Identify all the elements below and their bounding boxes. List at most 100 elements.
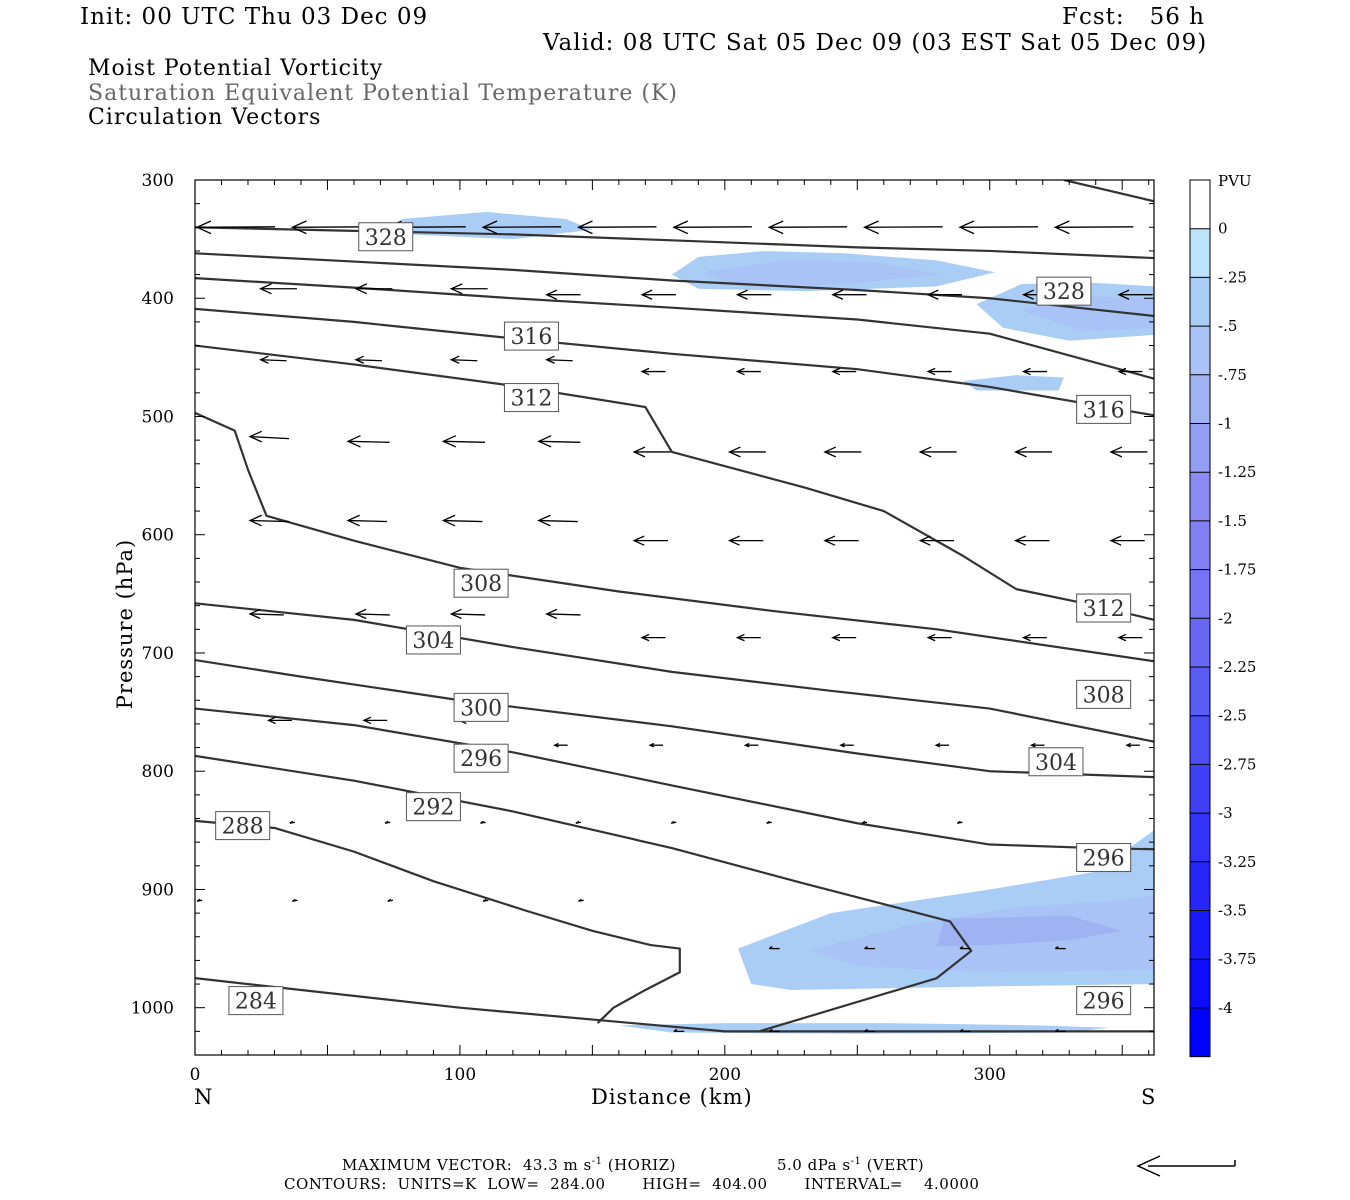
max-vector-vert: 5.0 dPa s-1 (VERT) [777, 1156, 925, 1174]
axes: 300 400 500 600 700 800 900 1000 0 100 200 300 [131, 171, 1154, 1085]
x-tick-label: 300 [974, 1065, 1006, 1085]
circulation-vector [926, 633, 952, 642]
colorbar-label: -1.75 [1218, 561, 1256, 579]
circulation-vector [196, 898, 203, 902]
colorbar-swatch [1190, 910, 1210, 960]
circulation-vector [354, 355, 382, 364]
colorbar-label: -2.25 [1218, 658, 1256, 676]
x-end-label-north: N [194, 1085, 214, 1109]
colorbar-label: -1.25 [1218, 463, 1256, 481]
colorbar-swatch [1190, 520, 1210, 571]
theta-contour-312 [195, 344, 1154, 621]
contour-label: 292 [405, 792, 461, 822]
y-tick-label: 700 [142, 644, 174, 664]
contour-label-text: 288 [222, 815, 264, 840]
circulation-vector [823, 446, 862, 458]
theta-contour-320 [195, 277, 1154, 380]
contour-info: CONTOURS: UNITS=K LOW= 284.00 HIGH= 404.… [284, 1175, 980, 1193]
circulation-vector [1014, 535, 1050, 546]
x-tick-label: 0 [190, 1065, 201, 1085]
contour-label-text: 304 [412, 629, 454, 654]
contour-label-text: 296 [1083, 847, 1125, 872]
pv-shading [401, 211, 1154, 1034]
field-title-vectors: Circulation Vectors [88, 105, 322, 130]
circulation-vector [449, 355, 478, 364]
circulation-vector [735, 289, 772, 300]
circulation-vector [578, 898, 584, 902]
circulation-vector [1117, 289, 1153, 300]
circulation-vector [480, 820, 486, 824]
contour-label: 296 [1076, 843, 1132, 873]
circulation-vector [727, 446, 766, 458]
colorbar-label: -1.5 [1218, 512, 1247, 530]
circulation-vector [576, 220, 657, 235]
circulation-vector [537, 514, 578, 527]
circulation-vector [248, 430, 290, 443]
circulation-vector [248, 514, 290, 527]
circulation-vector [195, 220, 276, 235]
pv-region-5 [963, 375, 1064, 391]
circulation-vector [449, 608, 486, 620]
contour-label: 296 [1076, 986, 1132, 1016]
colorbar-label: -.5 [1218, 317, 1237, 335]
y-tick-label: 800 [142, 762, 174, 782]
colorbar-swatch [1190, 228, 1210, 278]
circulation-vector [861, 820, 868, 824]
circulation-vector [956, 820, 963, 824]
circulation-vector [1029, 742, 1045, 748]
circulation-vector [640, 289, 676, 300]
colorbar-label: -2.75 [1218, 755, 1256, 773]
circulation-vector [482, 898, 489, 902]
colorbar-units: PVU [1218, 172, 1252, 190]
circulation-vector [727, 535, 764, 546]
colorbar-swatch [1190, 472, 1210, 522]
contour-label-text: 316 [1083, 398, 1125, 423]
y-tick-label: 500 [142, 407, 174, 427]
circulation-vector [266, 716, 292, 725]
circulation-vector [1021, 367, 1047, 376]
circulation-vector [672, 220, 752, 235]
colorbar-swatch [1190, 715, 1210, 765]
circulation-vector [481, 220, 562, 235]
circulation-vector [1125, 742, 1140, 748]
circulation-vector [864, 1028, 875, 1033]
circulation-vector [1054, 1028, 1066, 1033]
colorbar-swatch [1190, 277, 1210, 327]
circulation-vector [632, 446, 671, 458]
contour-label-text: 296 [1083, 990, 1125, 1015]
theta-contour-292 [195, 754, 973, 1033]
contour-label-text: 300 [460, 696, 502, 721]
colorbar-label: -3.5 [1218, 902, 1247, 920]
theta-contour-308 [195, 411, 1154, 663]
contour-label: 300 [453, 692, 509, 722]
circulation-vector [958, 220, 1038, 235]
y-tick-label: 600 [142, 526, 174, 546]
theta-contour-304 [195, 602, 1154, 743]
colorbar-label: -3 [1218, 804, 1233, 822]
forecast-hour: Fcst: 56 h [1062, 4, 1205, 30]
colorbar-swatch [1190, 569, 1210, 619]
colorbar-swatch [1190, 326, 1210, 376]
circulation-vector [673, 1028, 685, 1033]
circulation-vector [1014, 446, 1052, 458]
circulation-vector [864, 946, 875, 950]
circulation-vector [545, 608, 581, 620]
circulation-vector [831, 633, 857, 642]
contour-label-text: 328 [365, 226, 407, 251]
field-title-pv: Moist Potential Vorticity [88, 56, 384, 81]
circulation-vector [384, 820, 391, 824]
colorbar-swatch [1190, 374, 1210, 424]
x-tick-label: 100 [444, 1065, 476, 1085]
contour-label: 312 [503, 383, 559, 413]
circulation-vector [768, 1028, 780, 1033]
circulation-vector [743, 742, 759, 748]
colorbar-swatch [1190, 813, 1210, 863]
circulation-vector [449, 283, 488, 295]
colorbar-label: -2 [1218, 609, 1233, 627]
circulation-vector [290, 220, 371, 235]
theta-contour-332 [1063, 180, 1154, 203]
circulation-vector [768, 946, 780, 950]
y-tick-label: 1000 [131, 999, 174, 1019]
colorbar-label: -3.25 [1218, 853, 1256, 871]
